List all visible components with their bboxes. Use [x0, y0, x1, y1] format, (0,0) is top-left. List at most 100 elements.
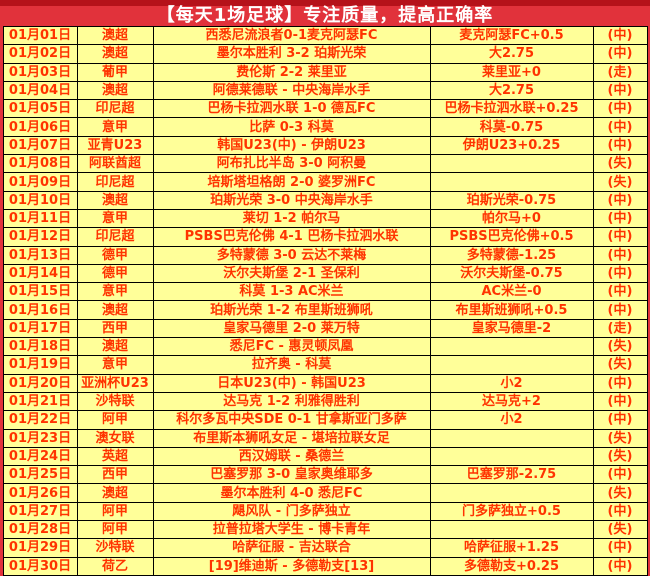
match-cell: 西悉尼流浪者0-1麦克阿瑟FC	[152, 25, 431, 46]
table-row: 01月14日 德甲 沃尔夫斯堡 2-1 圣保利 沃尔夫斯堡-0.75 (中)	[2, 263, 648, 284]
match-cell: 沃尔夫斯堡 2-1 圣保利	[152, 263, 431, 284]
match-cell: 悉尼FC - 惠灵顿凤凰	[152, 337, 431, 357]
table-row: 01月13日 德甲 多特蒙德 3-0 云达不莱梅 多特蒙德-1.25 (中)	[2, 245, 648, 265]
pick-cell: 多德勒支+0.25	[429, 556, 594, 576]
date-cell: 01月04日	[2, 80, 78, 101]
pick-cell: 大2.75	[429, 80, 594, 101]
results-table-body: 01月01日 澳超 西悉尼流浪者0-1麦克阿瑟FC 麦克阿瑟FC+0.5 (中) 01月0…	[2, 25, 648, 576]
table-row: 01月09日 印尼超 培斯塔坦格朗 2-0 婆罗洲FC (失)	[2, 172, 648, 192]
date-cell: 01月11日	[2, 208, 78, 229]
league-cell: 印尼超	[76, 172, 154, 192]
pick-cell	[429, 483, 594, 503]
pick-cell	[429, 154, 594, 174]
result-cell: (中)	[592, 282, 648, 302]
date-cell: 01月26日	[2, 483, 78, 503]
result-cell: (中)	[592, 300, 648, 320]
date-cell: 01月14日	[2, 263, 78, 284]
table-row: 01月20日 亚洲杯U23 日本U23(中) - 韩国U23 小2 (中)	[2, 373, 648, 393]
match-cell: 珀斯光荣 1-2 布里斯班狮吼	[152, 300, 431, 320]
date-cell: 01月10日	[2, 190, 78, 210]
league-cell: 西甲	[76, 318, 154, 339]
pick-cell: 布里斯班狮吼+0.5	[429, 300, 594, 320]
table-row: 01月17日 西甲 皇家马德里 2-0 莱万特 皇家马德里-2 (走)	[2, 318, 648, 339]
league-cell: 英超	[76, 446, 154, 467]
date-cell: 01月29日	[2, 538, 78, 558]
pick-cell	[429, 337, 594, 357]
table-row: 01月15日 意甲 科莫 1-3 AC米兰 AC米兰-0 (中)	[2, 282, 648, 302]
result-cell: (中)	[592, 99, 648, 119]
pick-cell	[429, 428, 594, 448]
match-cell: 拉普拉塔大学生 - 博卡青年	[152, 520, 431, 540]
match-cell: 哈萨征服 - 吉达联合	[152, 538, 431, 558]
date-cell: 01月15日	[2, 282, 78, 302]
date-cell: 01月30日	[2, 556, 78, 576]
pick-cell: 达马克+2	[429, 391, 594, 412]
result-cell: (失)	[592, 428, 648, 448]
table-row: 01月06日 意甲 比萨 0-3 科莫 科莫-0.75 (中)	[2, 117, 648, 137]
league-cell: 澳超	[76, 25, 154, 46]
result-cell: (中)	[592, 227, 648, 247]
result-cell: (中)	[592, 501, 648, 522]
date-cell: 01月08日	[2, 154, 78, 174]
match-cell: 培斯塔坦格朗 2-0 婆罗洲FC	[152, 172, 431, 192]
table-row: 01月02日 澳超 墨尔本胜利 3-2 珀斯光荣 大2.75 (中)	[2, 44, 648, 64]
table-row: 01月03日 葡甲 费伦斯 2-2 莱里亚 莱里亚+0 (走)	[2, 62, 648, 82]
pick-cell: 皇家马德里-2	[429, 318, 594, 339]
league-cell: 澳超	[76, 80, 154, 101]
table-row: 01月27日 阿甲 飓风队 - 门多萨独立 门多萨独立+0.5 (中)	[2, 501, 648, 522]
table-row: 01月23日 澳女联 布里斯本狮吼女足 - 堪培拉联女足 (失)	[2, 428, 648, 448]
pick-cell	[429, 520, 594, 540]
pick-cell: 巴杨卡拉泗水联+0.25	[429, 99, 594, 119]
page-title: 【每天1场足球】专注质量，提高正确率	[156, 5, 494, 26]
result-cell: (失)	[592, 446, 648, 467]
match-cell: 比萨 0-3 科莫	[152, 117, 431, 137]
pick-cell: 巴塞罗那-2.75	[429, 465, 594, 485]
table-row: 01月19日 意甲 拉齐奥 - 科莫 (失)	[2, 355, 648, 375]
league-cell: 阿联酋超	[76, 154, 154, 174]
date-cell: 01月12日	[2, 227, 78, 247]
table-row: 01月08日 阿联酋超 阿布扎比半岛 3-0 阿积曼 (失)	[2, 154, 648, 174]
table-row: 01月30日 荷乙 [19]维迪斯 - 多德勒支[13] 多德勒支+0.25 (中)	[2, 556, 648, 576]
league-cell: 荷乙	[76, 556, 154, 576]
match-cell: 阿德莱德联 - 中央海岸水手	[152, 80, 431, 101]
date-cell: 01月02日	[2, 44, 78, 64]
result-cell: (走)	[592, 318, 648, 339]
league-cell: 阿甲	[76, 501, 154, 522]
date-cell: 01月19日	[2, 355, 78, 375]
pick-cell: 珀斯光荣-0.75	[429, 190, 594, 210]
match-cell: 科莫 1-3 AC米兰	[152, 282, 431, 302]
league-cell: 意甲	[76, 117, 154, 137]
result-cell: (中)	[592, 80, 648, 101]
table-row: 01月04日 澳超 阿德莱德联 - 中央海岸水手 大2.75 (中)	[2, 80, 648, 101]
match-cell: 皇家马德里 2-0 莱万特	[152, 318, 431, 339]
pick-cell	[429, 446, 594, 467]
pick-cell: 帕尔马+0	[429, 208, 594, 229]
match-cell: 巴塞罗那 3-0 皇家奥维耶多	[152, 465, 431, 485]
results-table: 01月01日 澳超 西悉尼流浪者0-1麦克阿瑟FC 麦克阿瑟FC+0.5 (中) 01月0…	[2, 25, 648, 576]
match-cell: 日本U23(中) - 韩国U23	[152, 373, 431, 393]
date-cell: 01月18日	[2, 337, 78, 357]
match-cell: 西汉姆联 - 桑德兰	[152, 446, 431, 467]
result-cell: (中)	[592, 117, 648, 137]
table-row: 01月07日 亚青U23 韩国U23(中) - 伊朗U23 伊朗U23+0.25 (中)	[2, 135, 648, 156]
date-cell: 01月27日	[2, 501, 78, 522]
league-cell: 亚青U23	[76, 135, 154, 156]
result-cell: (中)	[592, 135, 648, 156]
league-cell: 沙特联	[76, 538, 154, 558]
match-cell: 巴杨卡拉泗水联 1-0 德瓦FC	[152, 99, 431, 119]
date-cell: 01月25日	[2, 465, 78, 485]
pick-cell: 沃尔夫斯堡-0.75	[429, 263, 594, 284]
match-cell: 科尔多瓦中央SDE 0-1 甘拿斯亚门多萨	[152, 410, 431, 430]
date-cell: 01月06日	[2, 117, 78, 137]
table-row: 01月22日 阿甲 科尔多瓦中央SDE 0-1 甘拿斯亚门多萨 小2 (中)	[2, 410, 648, 430]
table-row: 01月16日 澳超 珀斯光荣 1-2 布里斯班狮吼 布里斯班狮吼+0.5 (中)	[2, 300, 648, 320]
pick-cell: 莱里亚+0	[429, 62, 594, 82]
table-row: 01月21日 沙特联 达马克 1-2 利雅得胜利 达马克+2 (中)	[2, 391, 648, 412]
league-cell: 澳超	[76, 190, 154, 210]
league-cell: 澳超	[76, 44, 154, 64]
league-cell: 德甲	[76, 245, 154, 265]
pick-cell: 伊朗U23+0.25	[429, 135, 594, 156]
league-cell: 意甲	[76, 208, 154, 229]
table-row: 01月18日 澳超 悉尼FC - 惠灵顿凤凰 (失)	[2, 337, 648, 357]
pick-cell: 科莫-0.75	[429, 117, 594, 137]
